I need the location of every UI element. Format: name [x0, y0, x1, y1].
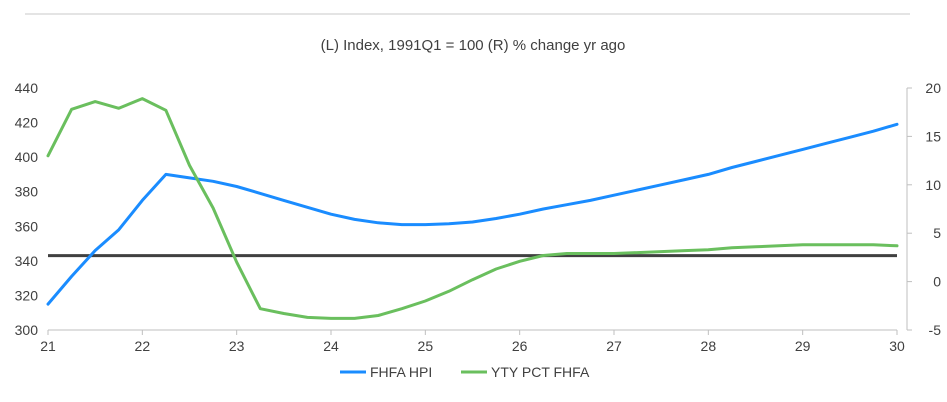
x-tick-label: 22 [135, 338, 151, 354]
y-left-tick-label: 440 [15, 80, 39, 96]
y-axis-right: -5 0 5 10 15 20 [907, 80, 941, 338]
chart-title: (L) Index, 1991Q1 = 100 (R) % change yr … [321, 37, 626, 54]
y-right-tick-label: -5 [929, 322, 942, 338]
y-left-tick-label: 400 [15, 149, 39, 165]
x-tick-label: 29 [795, 338, 811, 354]
legend-label: YTY PCT FHFA [491, 364, 590, 380]
y-right-tick-label: 15 [925, 128, 941, 144]
y-left-tick-label: 380 [15, 184, 39, 200]
y-left-tick-label: 360 [15, 218, 39, 234]
y-right-tick-label: 5 [933, 225, 941, 241]
x-tick-label: 21 [40, 338, 56, 354]
series-line-fhfa-hpi [46, 122, 899, 306]
y-axis-left: 300 320 340 360 380 400 420 440 [15, 80, 39, 338]
y-right-tick-label: 0 [933, 274, 941, 290]
y-left-tick-label: 420 [15, 115, 39, 131]
series-line-yty-pct-fhfa [46, 97, 899, 320]
y-right-tick-label: 20 [925, 80, 941, 96]
x-tick-label: 30 [889, 338, 905, 354]
x-tick-label: 24 [323, 338, 339, 354]
x-tick-label: 25 [418, 338, 434, 354]
x-tick-label: 26 [512, 338, 528, 354]
x-axis: 21 22 23 24 25 26 27 28 29 30 [40, 330, 905, 354]
series-group [46, 97, 899, 320]
x-tick-label: 28 [701, 338, 717, 354]
y-left-tick-label: 320 [15, 287, 39, 303]
y-right-tick-label: 10 [925, 177, 941, 193]
x-tick-label: 27 [606, 338, 622, 354]
legend-label: FHFA HPI [370, 364, 432, 380]
y-left-tick-label: 300 [15, 322, 39, 338]
legend: FHFA HPI YTY PCT FHFA [340, 364, 590, 380]
y-left-tick-label: 340 [15, 253, 39, 269]
x-tick-label: 23 [229, 338, 245, 354]
